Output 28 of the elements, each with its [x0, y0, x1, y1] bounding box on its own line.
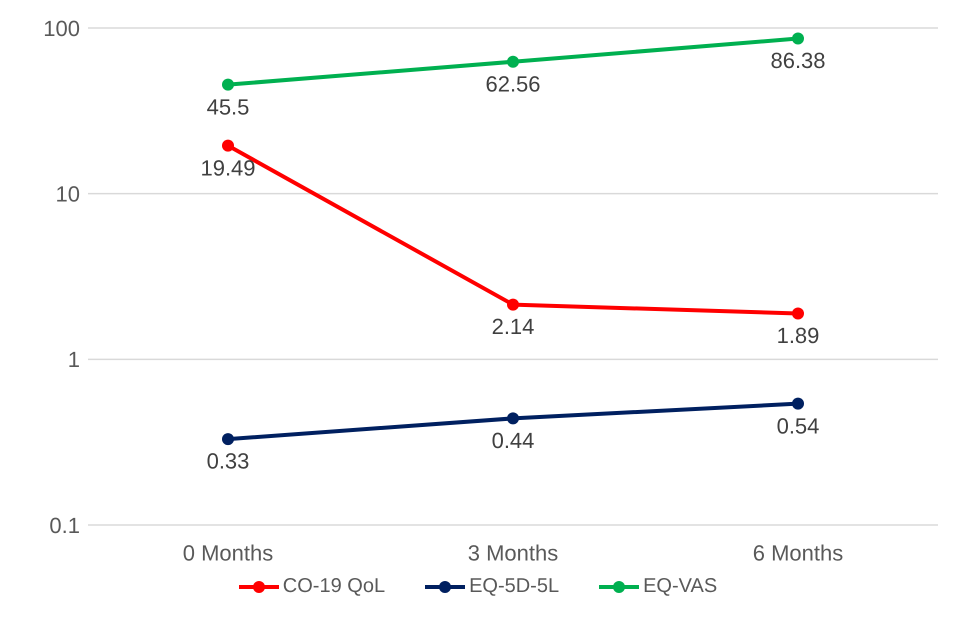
point: [222, 433, 234, 446]
point: [792, 308, 804, 320]
data-label: 86.38: [770, 48, 826, 74]
point: [222, 78, 234, 91]
x-tick-label: 3 Months: [468, 540, 558, 566]
data-label: 62.56: [485, 71, 541, 96]
data-label: 0.54: [776, 413, 820, 438]
x-tick-label: 6 Months: [752, 540, 844, 566]
y-tick-label: 1: [68, 347, 80, 372]
y-tick-label: 10: [56, 181, 80, 206]
legend-label: EQ-VAS: [642, 575, 718, 598]
data-label: 19.49: [200, 155, 256, 180]
data-label: 45.5: [206, 94, 250, 120]
y-tick-label: 100: [43, 16, 80, 41]
data-label: 0.44: [492, 428, 534, 454]
point: [507, 56, 519, 68]
legend-label: CO-19 QoL: [282, 575, 386, 598]
point: [507, 298, 519, 311]
data-label: 1.89: [776, 323, 820, 348]
point: [792, 398, 804, 410]
point: [507, 412, 519, 424]
x-tick-label: 0 Months: [182, 540, 274, 566]
legend-label: EQ-5D-5L: [468, 575, 560, 598]
point: [222, 140, 234, 152]
y-tick-label: 0.1: [49, 512, 80, 538]
data-label: 2.14: [492, 314, 534, 340]
data-label: 0.33: [206, 448, 250, 474]
point: [792, 32, 804, 45]
